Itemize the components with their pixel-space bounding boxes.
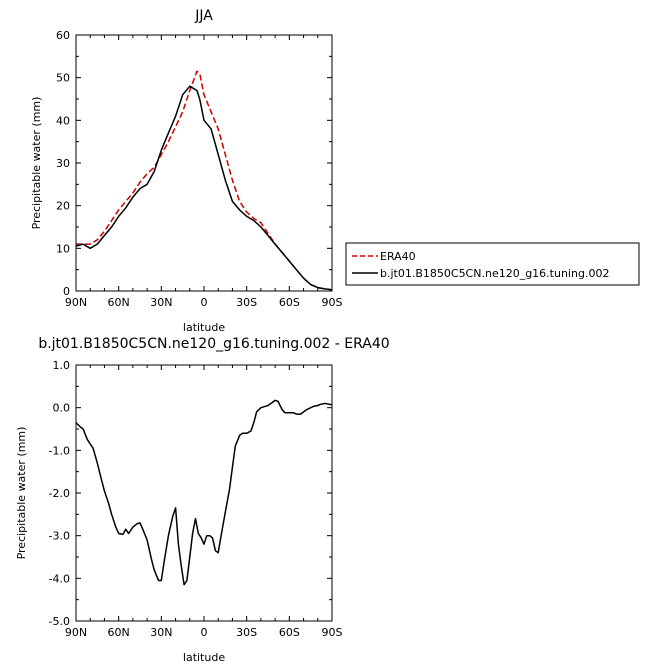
top-series-line-0-era40 bbox=[76, 70, 332, 291]
top-x-tick-label: 90N bbox=[65, 296, 87, 309]
top-y-tick-label: 0 bbox=[63, 285, 70, 298]
top-x-tick-label: 90S bbox=[322, 296, 343, 309]
bottom-y-tick-label: -4.0 bbox=[49, 572, 70, 585]
top-y-tick-label: 30 bbox=[56, 157, 70, 170]
legend-box bbox=[345, 242, 640, 286]
legend: ERA40 b.jt01.B1850C5CN.ne120_g16.tuning.… bbox=[345, 242, 640, 286]
bottom-chart-title: b.jt01.B1850C5CN.ne120_g16.tuning.002 - … bbox=[38, 336, 389, 352]
bottom-plot-frame bbox=[75, 364, 333, 622]
bottom-x-tick-label: 90N bbox=[65, 626, 87, 639]
bottom-x-tick-label: 60N bbox=[108, 626, 130, 639]
legend-label-era40: ERA40 bbox=[380, 250, 416, 263]
top-y-tick-label: 60 bbox=[56, 29, 70, 42]
bottom-y-tick-label: -2.0 bbox=[49, 487, 70, 500]
top-series-line-1-b-jt01-b1850c5cn-ne120-g16-tun bbox=[76, 85, 332, 291]
top-plot-frame bbox=[75, 34, 333, 292]
top-x-tick-label: 60N bbox=[108, 296, 130, 309]
bottom-y-tick-label: -5.0 bbox=[49, 615, 70, 628]
bottom-y-tick-label: 1.0 bbox=[53, 359, 71, 372]
top-x-tick-label: 30N bbox=[150, 296, 172, 309]
top-y-tick-label: 40 bbox=[56, 114, 70, 127]
legend-label-model: b.jt01.B1850C5CN.ne120_g16.tuning.002 bbox=[380, 267, 609, 280]
bottom-x-tick-label: 90S bbox=[322, 626, 343, 639]
top-x-axis-label: latitude bbox=[183, 321, 225, 334]
bottom-x-tick-label: 0 bbox=[201, 626, 208, 639]
top-x-tick-label: 30S bbox=[236, 296, 257, 309]
top-y-tick-label: 10 bbox=[56, 242, 70, 255]
top-plot-area: 90N 60N 30N 0 30S 60S 90S 0 10 20 30 40 50 60 bbox=[56, 29, 343, 309]
bottom-x-tick-label: 30S bbox=[236, 626, 257, 639]
top-y-tick-label: 20 bbox=[56, 200, 70, 213]
bottom-y-tick-label: 0.0 bbox=[53, 402, 71, 415]
top-y-tick-label: 50 bbox=[56, 72, 70, 85]
bottom-y-axis-label: Precipitable water (mm) bbox=[15, 427, 28, 560]
top-x-tick-label: 60S bbox=[279, 296, 300, 309]
bottom-y-tick-label: -3.0 bbox=[49, 530, 70, 543]
bottom-y-tick-label: -1.0 bbox=[49, 444, 70, 457]
top-x-tick-label: 0 bbox=[201, 296, 208, 309]
bottom-x-tick-label: 60S bbox=[279, 626, 300, 639]
top-chart-title: JJA bbox=[194, 8, 213, 24]
bottom-x-tick-label: 30N bbox=[150, 626, 172, 639]
top-y-axis-label: Precipitable water (mm) bbox=[30, 97, 43, 230]
bottom-x-axis-label: latitude bbox=[183, 651, 225, 664]
bottom-series-line-0-difference bbox=[76, 399, 332, 586]
bottom-plot-area: 90N 60N 30N 0 30S 60S 90S 1.0 0.0 -1.0 -2.0 -3.0 -4.… bbox=[49, 359, 343, 639]
